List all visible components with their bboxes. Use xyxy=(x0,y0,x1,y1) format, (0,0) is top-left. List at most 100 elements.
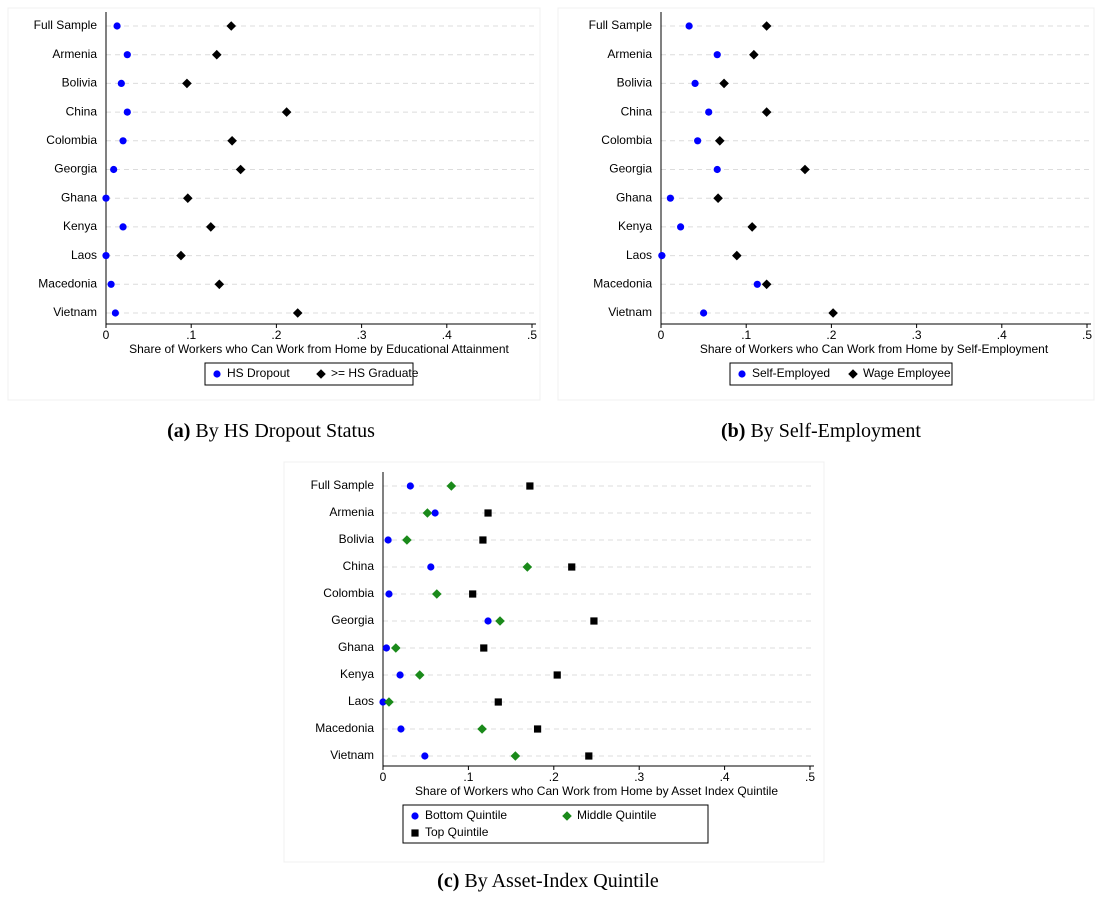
diamond-marker xyxy=(714,136,725,146)
dot-marker xyxy=(406,482,414,490)
y-tick-label: China xyxy=(621,104,653,118)
dot-marker xyxy=(396,671,404,679)
dot-marker xyxy=(691,79,699,87)
diamond-marker xyxy=(522,562,533,572)
diamond-marker xyxy=(749,49,759,60)
diamond-marker xyxy=(477,724,487,734)
dot-marker xyxy=(113,22,121,30)
y-tick-label: Macedonia xyxy=(315,721,374,735)
y-tick-label: Bolivia xyxy=(62,76,98,90)
panel: Full Sample Armenia Bolivia China Colombia Ge… xyxy=(7,7,541,442)
x-tick-label: .1 xyxy=(186,328,196,342)
diamond-marker xyxy=(214,279,225,290)
caption-text: By HS Dropout Status xyxy=(195,420,375,442)
y-tick-label: Ghana xyxy=(616,190,652,204)
y-tick-label: Vietnam xyxy=(330,748,374,762)
caption: (b) By Self-Employment xyxy=(721,420,921,442)
diamond-marker xyxy=(761,107,772,117)
legend-box xyxy=(729,362,953,386)
dot-marker xyxy=(676,223,685,231)
diamond-marker xyxy=(446,481,457,491)
dot-marker xyxy=(713,165,721,174)
diamond-marker xyxy=(422,508,433,518)
dot-marker xyxy=(700,309,708,317)
dot-marker xyxy=(117,79,125,87)
panel-frame xyxy=(7,7,541,401)
diamond-marker xyxy=(848,369,858,379)
diamond-marker xyxy=(432,589,442,599)
y-tick-label: Georgia xyxy=(54,162,97,176)
x-tick-label: .5 xyxy=(805,770,815,784)
x-tick-label: .5 xyxy=(527,328,537,342)
diamond-marker xyxy=(510,751,521,761)
diamond-marker xyxy=(226,21,237,31)
dot-marker xyxy=(119,137,127,145)
legend-label: Self-Employed xyxy=(752,366,830,380)
dot-marker xyxy=(411,812,419,820)
dot-marker xyxy=(666,194,674,202)
y-tick-label: China xyxy=(66,104,98,118)
diamond-marker xyxy=(732,250,742,261)
dot-marker xyxy=(379,698,387,706)
dot-marker xyxy=(123,108,131,116)
x-tick-label: .2 xyxy=(826,328,836,342)
diamond-marker xyxy=(235,164,246,175)
x-axis-label: Share of Workers who Can Work from Home … xyxy=(415,784,778,798)
x-tick-label: 0 xyxy=(658,328,665,342)
legend-label: Top Quintile xyxy=(425,825,489,839)
diamond-marker xyxy=(761,279,772,290)
dot-marker xyxy=(123,51,131,59)
square-marker xyxy=(533,725,542,733)
legend-label: >= HS Graduate xyxy=(331,366,419,380)
dot-marker xyxy=(213,370,221,378)
y-tick-label: Ghana xyxy=(338,640,374,654)
caption-text: By Asset-Index Quintile xyxy=(464,870,659,892)
dot-marker xyxy=(107,280,115,288)
diamond-marker xyxy=(281,107,292,117)
y-tick-label: Laos xyxy=(71,248,97,262)
square-marker xyxy=(590,617,598,625)
y-tick-label: Laos xyxy=(626,248,652,262)
square-marker xyxy=(484,509,492,517)
y-tick-label: Bolivia xyxy=(339,532,375,546)
panel-frame xyxy=(557,7,1095,401)
legend-box xyxy=(402,804,709,844)
square-marker xyxy=(480,644,488,652)
diamond-marker xyxy=(391,643,401,653)
caption-label: (b) xyxy=(721,420,745,442)
diamond-marker xyxy=(182,78,192,89)
dot-marker xyxy=(382,644,391,652)
diamond-marker xyxy=(562,811,572,821)
diamond-marker xyxy=(747,222,757,232)
diamond-marker xyxy=(384,697,394,707)
legend-box xyxy=(204,362,414,386)
dot-marker xyxy=(421,752,429,760)
y-tick-label: Full Sample xyxy=(589,18,653,32)
dot-marker xyxy=(102,252,110,260)
caption: (a) By HS Dropout Status xyxy=(167,420,375,442)
dot-marker xyxy=(694,137,702,145)
dot-marker xyxy=(397,725,405,733)
x-tick-label: 0 xyxy=(103,328,110,342)
dot-marker xyxy=(102,194,110,202)
dot-marker xyxy=(385,590,393,598)
diamond-marker xyxy=(205,222,216,232)
square-marker xyxy=(553,671,561,679)
diamond-marker xyxy=(828,308,838,318)
panel-frame xyxy=(283,461,825,863)
x-tick-label: .4 xyxy=(997,328,1007,342)
dot-marker xyxy=(111,309,119,317)
diamond-marker xyxy=(495,616,505,626)
legend-label: HS Dropout xyxy=(227,366,290,380)
caption-label: (c) xyxy=(437,870,459,892)
diamond-marker xyxy=(414,670,425,680)
x-tick-label: .4 xyxy=(442,328,452,342)
panel: Full Sample Armenia Bolivia China Colombia Ge… xyxy=(283,461,825,892)
square-marker xyxy=(526,482,534,490)
legend-label: Middle Quintile xyxy=(577,808,657,822)
y-tick-label: Ghana xyxy=(61,190,97,204)
y-tick-label: Full Sample xyxy=(311,478,375,492)
y-tick-label: Colombia xyxy=(601,133,652,147)
y-tick-label: Armenia xyxy=(52,47,97,61)
